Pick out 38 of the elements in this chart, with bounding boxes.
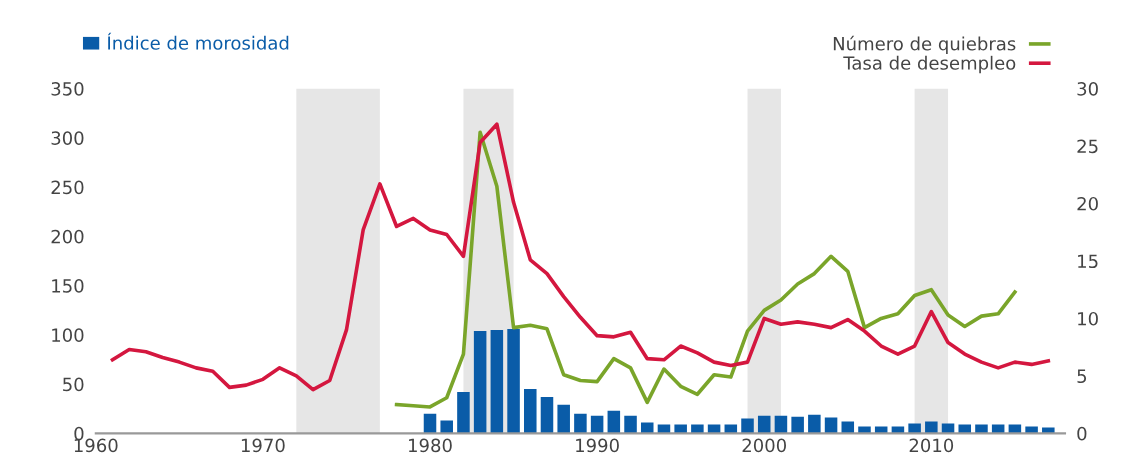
bar <box>574 413 587 434</box>
x-tick-label: 2000 <box>742 438 786 453</box>
bar <box>540 396 554 434</box>
y-tick-label: 200 <box>51 229 84 244</box>
y-tick-label: 100 <box>52 328 84 342</box>
y2-tick-label: 15 <box>1078 254 1098 269</box>
bar <box>524 389 537 434</box>
bar <box>557 404 570 434</box>
bar <box>624 415 637 434</box>
x-tick-label: 1970 <box>241 438 285 453</box>
line-series <box>394 130 1017 409</box>
y-tick-label: 350 <box>51 82 84 96</box>
x-tick-label: 1990 <box>576 438 619 453</box>
bar <box>1025 426 1038 434</box>
bar <box>473 330 487 434</box>
legend-label: Número de quiebras <box>833 35 1016 55</box>
y2-tick-label: 25 <box>1077 139 1098 154</box>
y-tick-label: 300 <box>51 131 84 145</box>
y-tick-label: 250 <box>51 180 84 195</box>
bar <box>507 328 520 434</box>
y2-tick-label: 20 <box>1077 196 1098 211</box>
y2-tick-label: 10 <box>1078 311 1098 326</box>
bar <box>741 418 754 434</box>
line-series <box>110 122 1051 392</box>
x-tick-label: 1980 <box>409 438 452 453</box>
text: Índice de morosidad <box>107 32 289 50</box>
x-tick-label: 2010 <box>909 438 954 453</box>
bar <box>457 392 470 434</box>
bar <box>808 414 821 434</box>
y2-tick-label: 30 <box>1077 82 1098 96</box>
y2-tick-label: 0 <box>1077 426 1087 441</box>
y-tick-label: 50 <box>63 377 84 392</box>
bar <box>858 426 871 434</box>
bar <box>490 329 504 434</box>
y-tick-label: 150 <box>52 279 84 293</box>
bar <box>791 416 804 434</box>
legend-label: Tasa de desempleo <box>843 55 1016 74</box>
y2-tick-label: 5 <box>1077 369 1087 384</box>
